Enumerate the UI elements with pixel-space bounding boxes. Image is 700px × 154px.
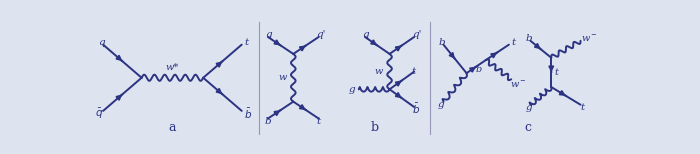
Text: w: w	[374, 67, 383, 76]
Text: w: w	[278, 73, 286, 82]
Text: q: q	[98, 38, 104, 47]
Text: g: g	[526, 103, 533, 112]
Text: q: q	[265, 30, 272, 39]
Text: g: g	[349, 85, 355, 94]
Text: a: a	[169, 121, 176, 134]
Text: t: t	[244, 38, 248, 47]
Text: b: b	[526, 34, 533, 43]
Text: w$^-$: w$^-$	[510, 79, 527, 90]
Text: w$^-$: w$^-$	[580, 33, 597, 44]
Text: $\bar{b}$: $\bar{b}$	[412, 102, 420, 116]
Text: q': q'	[412, 30, 421, 39]
Text: w*: w*	[166, 63, 179, 72]
Text: t: t	[580, 103, 584, 112]
Text: t: t	[554, 68, 558, 77]
Text: g: g	[438, 100, 444, 109]
Text: q: q	[362, 30, 368, 39]
Text: b: b	[265, 117, 272, 126]
Text: c: c	[525, 121, 532, 134]
Text: t: t	[316, 117, 321, 126]
Text: b: b	[370, 121, 378, 134]
Text: t: t	[511, 38, 515, 47]
Text: t: t	[412, 67, 416, 76]
Text: b: b	[438, 38, 444, 47]
Text: $\bar{q}$: $\bar{q}$	[95, 107, 104, 121]
Text: b: b	[476, 65, 482, 74]
Text: q': q'	[316, 30, 326, 39]
Text: $\bar{b}$: $\bar{b}$	[244, 107, 252, 121]
